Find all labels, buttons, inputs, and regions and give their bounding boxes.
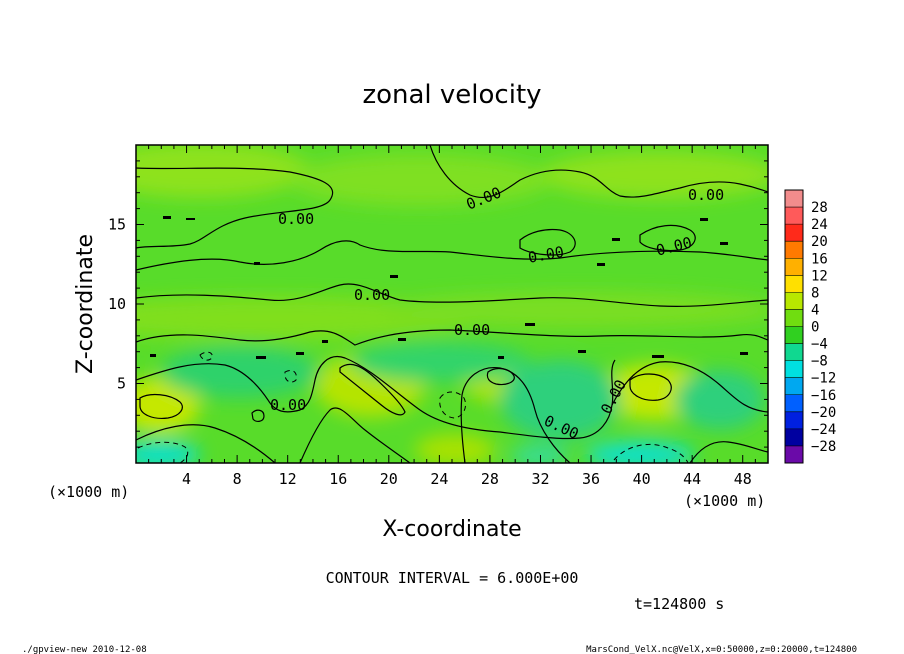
- x-tick-label: 36: [582, 470, 600, 488]
- contour-line: [429, 145, 768, 199]
- y-tick-label: 5: [117, 375, 126, 393]
- contour-label: 0.00: [354, 286, 390, 304]
- colorbar-swatch: [785, 377, 803, 396]
- colorbar-swatch: [785, 241, 803, 259]
- contour-line: [519, 228, 576, 256]
- contour-line: [299, 407, 411, 463]
- contour-blobs: [150, 216, 748, 359]
- y-tick-label: 10: [108, 295, 126, 313]
- footer-right: MarsCond_VelX.nc@VelX,x=0:50000,z=0:2000…: [586, 645, 857, 654]
- colorbar-swatch: [785, 224, 803, 242]
- contour-line: [689, 441, 768, 463]
- contour-label: 0.00: [527, 243, 566, 267]
- colorbar-label: −16: [811, 388, 836, 404]
- contour-line-dashed: [284, 369, 297, 383]
- colorbar-swatch: [785, 207, 803, 225]
- colorbar-swatch: [785, 292, 803, 310]
- contour-line: [136, 240, 768, 271]
- colorbar-swatch: [785, 309, 803, 327]
- colorbar-swatch: [785, 360, 803, 379]
- contour-line: [136, 329, 768, 346]
- colorbar-label: −12: [811, 371, 836, 387]
- colorbar-label: 12: [811, 268, 828, 284]
- x-tick-label: 48: [734, 470, 752, 488]
- x-axis: 4 8 12 16 20 24 28 32 36 40 44 48: [148, 145, 756, 488]
- contour-label: 0.00: [688, 186, 724, 204]
- contour-line: [486, 367, 515, 386]
- contour-line-dashed: [613, 444, 689, 463]
- x-tick-label: 12: [279, 470, 297, 488]
- colorbar-label: 8: [811, 285, 819, 301]
- contour-lines: [136, 145, 768, 463]
- colorbar-label: −24: [811, 422, 836, 438]
- x-tick-label: 44: [683, 470, 701, 488]
- colorbar-swatch: [785, 411, 803, 430]
- plot-area: 0.00 0.00 0.00 0.00 0.00 0.00 0.00 0.00 …: [136, 145, 768, 463]
- contour-lines-negative: [137, 351, 689, 463]
- footer-left: ./gpview-new 2010-12-08: [22, 645, 147, 654]
- colorbar-swatch: [785, 343, 803, 362]
- contour-line: [136, 424, 276, 463]
- contour-line: [139, 393, 183, 419]
- colorbar-label: −28: [811, 439, 836, 455]
- time-stamp: t=124800 s: [634, 595, 724, 613]
- colorbar-swatch: [785, 428, 803, 447]
- contour-line: [136, 167, 334, 249]
- colorbar-swatch: [785, 394, 803, 413]
- colorbar-label: 24: [811, 217, 828, 233]
- y-axis-label: Z-coordinate: [73, 234, 98, 374]
- colorbar-label: 20: [811, 234, 828, 250]
- contour-line-dashed: [199, 351, 213, 361]
- contour-line: [611, 361, 768, 413]
- contour-line: [251, 409, 265, 422]
- contour-line: [136, 283, 768, 307]
- x-tick-label: 20: [380, 470, 398, 488]
- colorbar-label: 4: [811, 302, 819, 318]
- x-tick-label: 4: [182, 470, 191, 488]
- contour-label: 0.00: [278, 210, 314, 228]
- colorbar-label: −4: [811, 337, 828, 353]
- colorbar-label: 28: [811, 200, 828, 216]
- colorbar-label: 16: [811, 251, 828, 267]
- contour-label: 0.00: [454, 321, 490, 339]
- x-tick-label: 24: [430, 470, 448, 488]
- colorbar-swatch: [785, 445, 803, 464]
- contour-line: [629, 373, 672, 401]
- x-tick-label: 8: [233, 470, 242, 488]
- colorbar-swatch: [785, 326, 803, 345]
- x-unit-left: (×1000 m): [48, 483, 129, 501]
- colorbar-swatch: [785, 190, 803, 208]
- contour-line: [639, 224, 696, 252]
- colorbar-swatch: [785, 258, 803, 276]
- x-unit-right: (×1000 m): [684, 492, 765, 510]
- y-tick-label: 15: [108, 216, 126, 234]
- colorbar-label: −8: [811, 354, 828, 370]
- x-tick-label: 16: [329, 470, 347, 488]
- x-tick-label: 40: [633, 470, 651, 488]
- x-tick-label: 28: [481, 470, 499, 488]
- contour-label: 0.00: [270, 396, 306, 414]
- x-axis-label: X-coordinate: [382, 517, 521, 542]
- chart-title: zonal velocity: [362, 80, 541, 110]
- contour-line-dashed: [137, 441, 189, 463]
- colorbar-label: 0: [811, 320, 819, 336]
- colorbar-label: −20: [811, 405, 836, 421]
- contour-interval: CONTOUR INTERVAL = 6.000E+00: [326, 569, 579, 587]
- x-tick-label: 32: [531, 470, 549, 488]
- contour-line-dashed: [439, 391, 467, 419]
- contour-line: [339, 363, 406, 416]
- contour-line: [136, 356, 616, 440]
- colorbar-swatch: [785, 275, 803, 293]
- y-axis: 5 10 15: [108, 160, 768, 448]
